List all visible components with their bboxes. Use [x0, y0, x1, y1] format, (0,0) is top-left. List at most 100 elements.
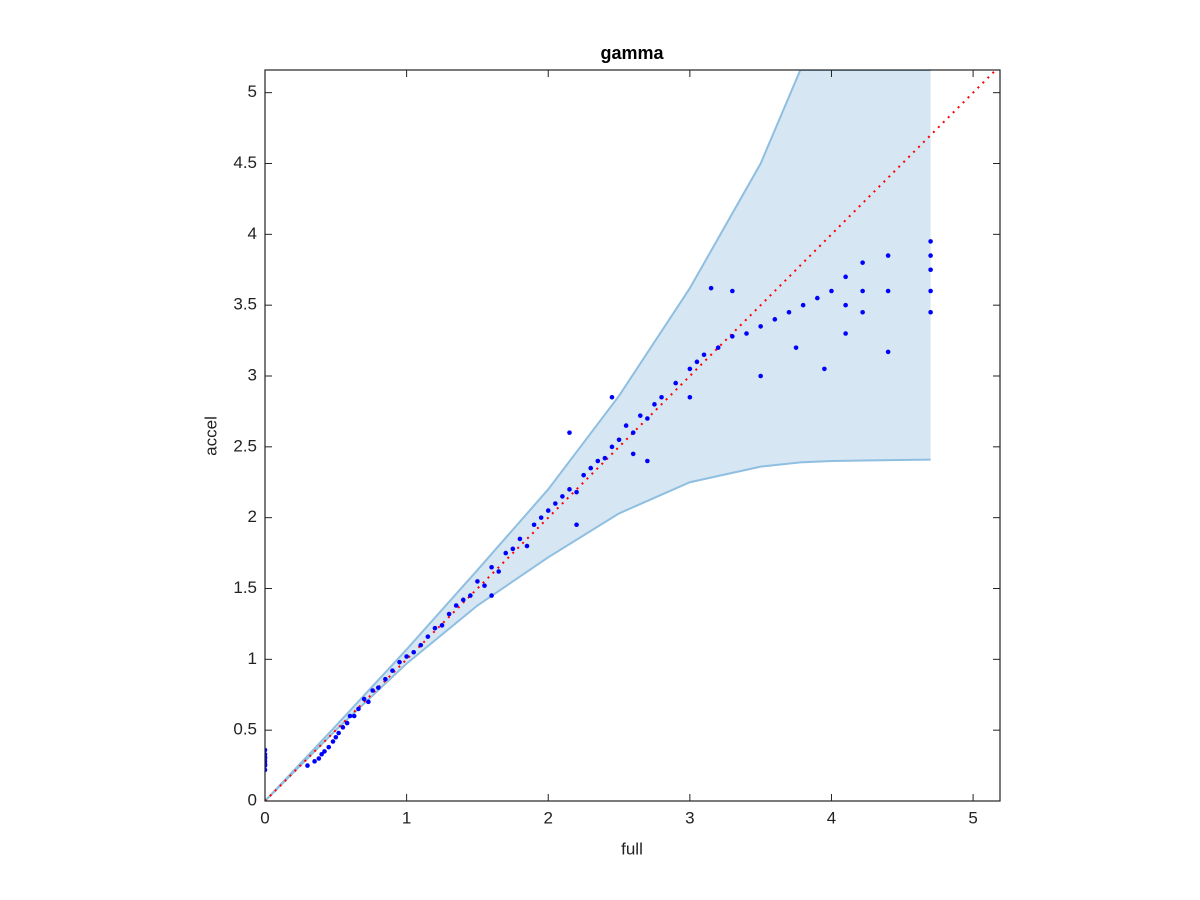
scatter-point	[623, 423, 629, 428]
scatter-point	[489, 564, 494, 570]
axes: 0 1 2 3 4 5 0 0.5 1 1.5 2 2.5 3 3.5 4 4.5 5	[233, 69, 1001, 827]
scatter-point	[885, 253, 891, 258]
scatter-point	[616, 437, 622, 443]
scatter-point	[885, 288, 891, 294]
scatter-point	[928, 288, 933, 294]
y-tick-label: 1.5	[233, 578, 257, 597]
scatter-point	[524, 543, 530, 549]
scatter-point	[652, 402, 657, 407]
y-tick-label: 4	[248, 224, 257, 243]
y-tick-label: 2	[248, 507, 257, 526]
x-tick-label: 1	[402, 808, 411, 827]
scatter-point	[538, 515, 544, 520]
scatter-point	[336, 730, 341, 736]
scatter-point	[815, 295, 820, 301]
scatter-point	[432, 625, 438, 631]
scatter-point	[715, 345, 721, 350]
scatter-point	[351, 713, 357, 719]
scatter-point	[330, 739, 336, 744]
scatter-point	[375, 685, 381, 690]
plot-area	[265, 70, 998, 801]
y-tick-label: 4.5	[233, 153, 257, 172]
y-tick-label: 3.5	[233, 295, 257, 314]
scatter-point	[928, 253, 933, 258]
scatter-point	[829, 288, 834, 294]
scatter-point	[928, 267, 933, 273]
scatter-point	[602, 455, 608, 461]
scatter-point	[588, 465, 594, 471]
y-tick-label: 5	[248, 82, 257, 101]
scatter-point	[786, 309, 792, 315]
scatter-point	[411, 649, 416, 655]
scatter-point	[545, 508, 551, 513]
scatter-point	[609, 394, 615, 400]
scatter-point	[425, 634, 431, 639]
scatter-point	[701, 352, 707, 358]
scatter-point	[453, 603, 459, 608]
scatter-point	[687, 394, 693, 400]
scatter-point	[344, 720, 350, 726]
scatter-point	[708, 285, 714, 291]
scatter-point	[637, 413, 643, 418]
y-axis-label: accel	[201, 416, 220, 456]
scatter-point	[843, 274, 848, 280]
scatter-point	[645, 458, 650, 464]
axes-box	[264, 69, 1001, 802]
scatter-point	[322, 749, 327, 754]
y-tick-label: 1	[248, 649, 257, 668]
chart-title: gamma	[600, 43, 664, 63]
scatter-point	[567, 487, 572, 492]
scatter-point	[694, 359, 700, 365]
scatter-point	[687, 366, 693, 372]
scatter-point	[397, 659, 402, 665]
scatter-point	[860, 309, 865, 315]
scatter-point	[730, 288, 735, 294]
x-tick-label: 3	[685, 808, 694, 827]
scatter-point	[446, 611, 452, 617]
scatter-point	[659, 394, 664, 400]
scatter-point	[390, 668, 395, 673]
scatter-point	[475, 579, 480, 584]
scatter-point	[333, 734, 339, 740]
scatter-point	[574, 489, 579, 495]
scatter-point	[843, 331, 848, 336]
scatter-point	[772, 317, 778, 322]
scatter-point	[460, 597, 466, 603]
scatter-point	[510, 546, 516, 552]
scatter-point	[319, 751, 324, 757]
scatter-point	[758, 373, 763, 379]
scatter-point	[595, 458, 601, 464]
scatter-point	[822, 366, 827, 372]
scatter-point	[347, 713, 353, 719]
x-tick-label: 0	[260, 808, 269, 827]
scatter-point	[316, 756, 322, 761]
scatter-point	[370, 688, 375, 693]
scatter-point	[645, 416, 650, 421]
scatter-point	[482, 583, 487, 588]
scatter-point	[567, 430, 572, 435]
scatter-point	[439, 623, 445, 628]
scatter-point	[609, 444, 615, 450]
scatter-point	[305, 763, 310, 768]
scatter-point	[312, 759, 317, 764]
scatter-point	[560, 494, 565, 499]
scatter-point	[758, 324, 763, 329]
scatter-point	[630, 430, 636, 435]
scatter-point	[630, 451, 636, 457]
scatter-point	[581, 472, 586, 478]
y-tick-label: 3	[248, 365, 257, 384]
scatter-point	[730, 334, 735, 339]
scatter-point	[489, 593, 494, 598]
scatter-point	[800, 302, 806, 308]
scatter-point	[553, 501, 558, 506]
scatter-point	[361, 696, 367, 702]
scatter-point	[928, 239, 933, 244]
scatter-point	[356, 706, 361, 712]
y-tick-label: 0.5	[233, 720, 257, 739]
band-upper-edge	[265, 70, 931, 801]
scatter-point	[531, 522, 537, 528]
y-tick-label: 0	[248, 790, 257, 809]
scatter-point	[383, 676, 388, 682]
